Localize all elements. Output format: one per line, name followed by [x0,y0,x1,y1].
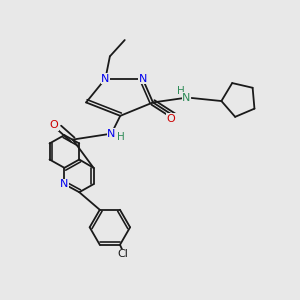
Text: Cl: Cl [118,249,128,259]
Text: N: N [138,74,147,84]
Text: H: H [177,86,184,96]
Text: N: N [101,74,110,84]
Text: N: N [60,179,69,189]
Text: N: N [182,93,191,103]
Text: O: O [167,114,175,124]
Text: N: N [107,129,116,139]
Text: O: O [50,120,58,130]
Text: H: H [117,132,125,142]
